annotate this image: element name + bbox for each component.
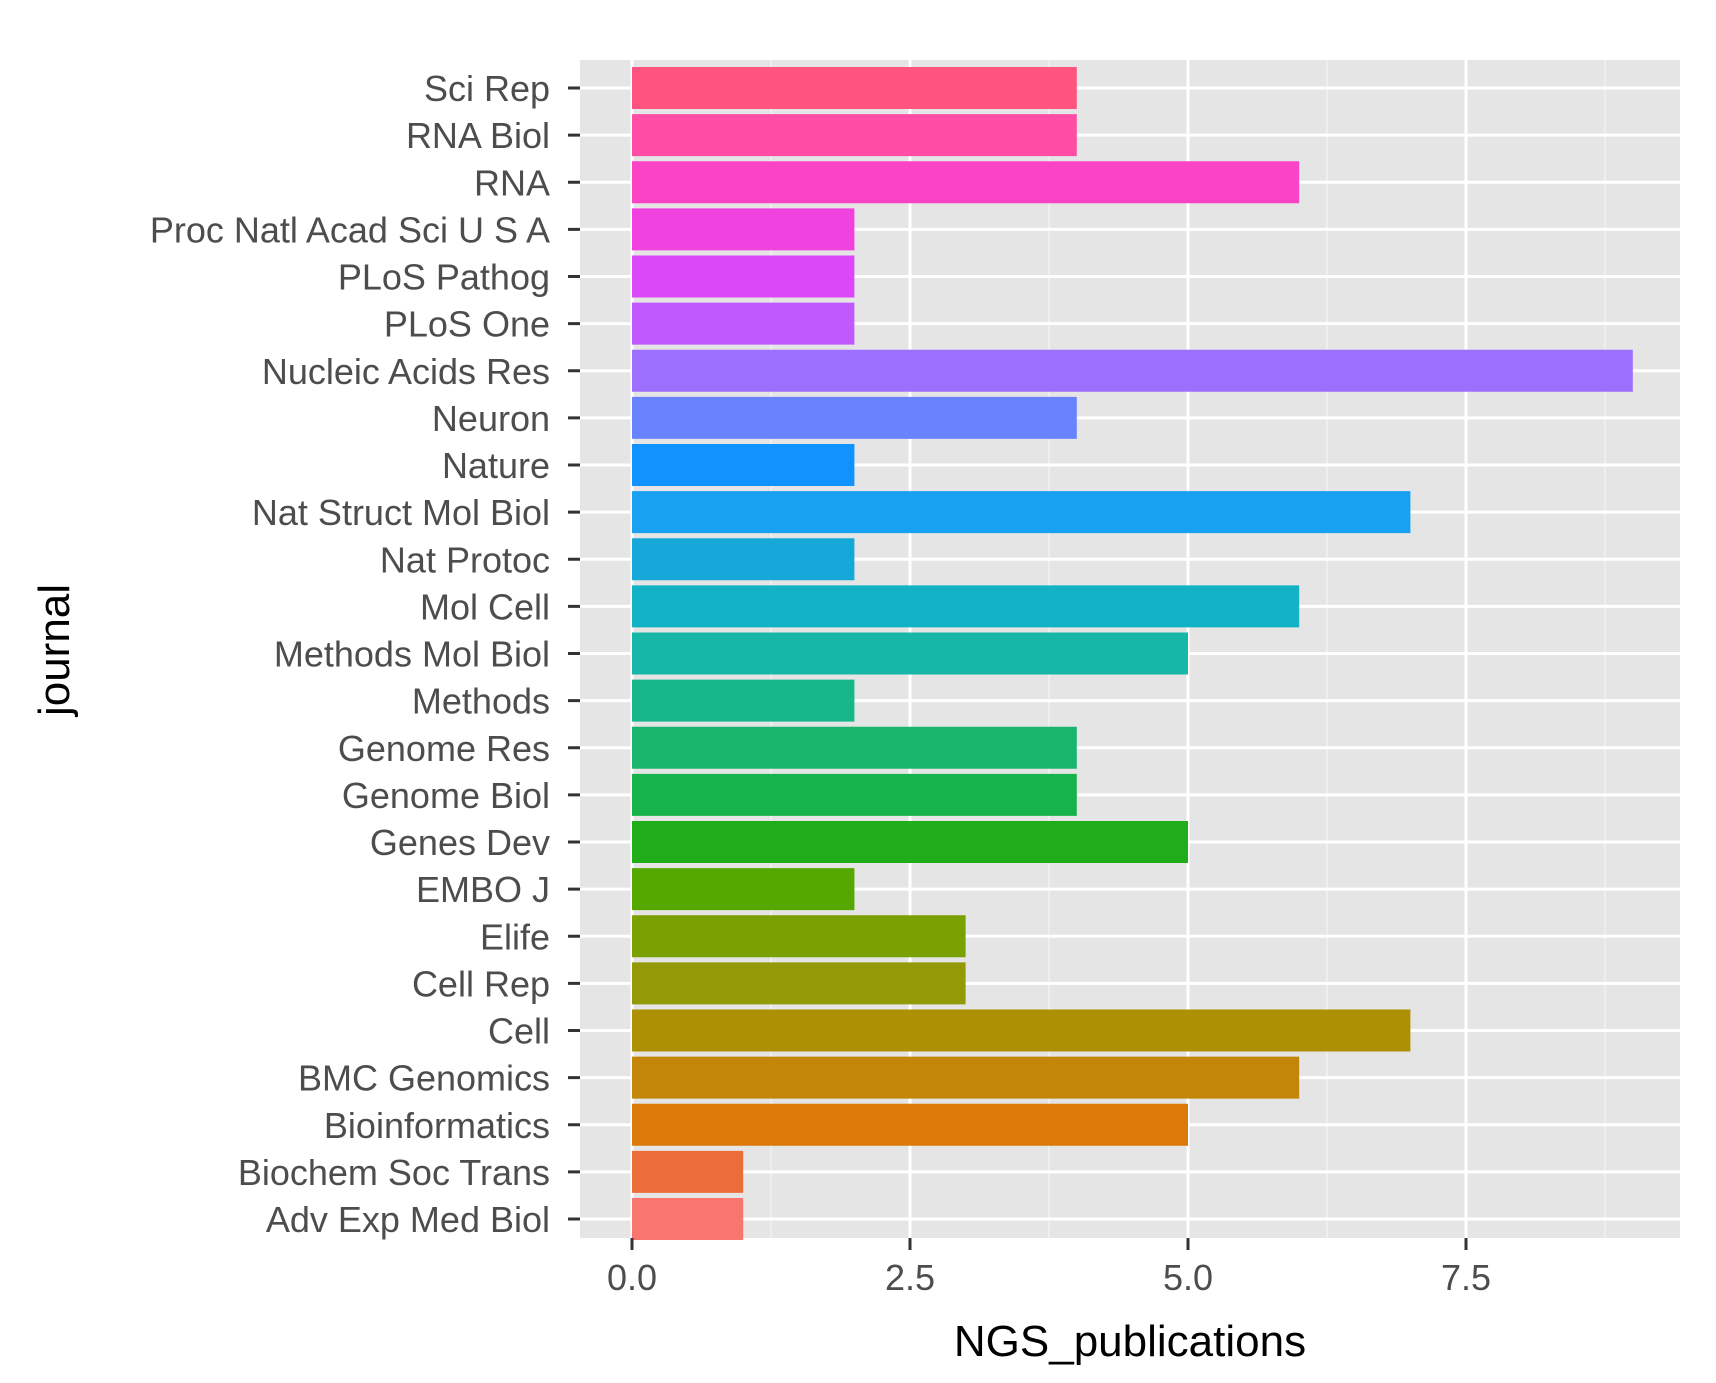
bar-genome-res (632, 726, 1077, 769)
y-tick-label: Cell (488, 1011, 550, 1052)
bar-biochem-soc-trans (632, 1150, 744, 1193)
bar-embo-j (632, 868, 855, 911)
y-tick-label: Nat Protoc (380, 539, 550, 580)
x-tick-label: 0.0 (607, 1257, 657, 1298)
y-tick-label: EMBO J (416, 869, 550, 910)
y-tick-label: Mol Cell (420, 586, 550, 627)
bar-rna (632, 161, 1300, 204)
y-tick-label: Methods Mol Biol (274, 634, 550, 675)
y-tick-label: Nat Struct Mol Biol (252, 492, 550, 533)
y-tick-label: Biochem Soc Trans (238, 1152, 550, 1193)
bar-elife (632, 915, 966, 958)
bar-adv-exp-med-biol (632, 1198, 744, 1240)
bar-nat-protoc (632, 538, 855, 581)
y-tick-label: Sci Rep (424, 68, 550, 109)
y-tick-label: Bioinformatics (324, 1105, 550, 1146)
bar-plos-pathog (632, 255, 855, 298)
bar-mol-cell (632, 585, 1300, 628)
y-tick-label: Genome Res (338, 728, 550, 769)
bar-cell (632, 1009, 1411, 1052)
x-axis: 0.0 2.5 5.0 7.5 (607, 1238, 1491, 1298)
y-tick-label: Genome Biol (342, 775, 550, 816)
y-tick-label: Genes Dev (370, 822, 550, 863)
bar-nat-struct-mol-biol (632, 491, 1411, 534)
y-axis: Adv Exp Med Biol Biochem Soc Trans Bioinfo… (150, 68, 580, 1240)
y-tick-label: RNA Biol (406, 115, 550, 156)
y-tick-label: Cell Rep (412, 963, 550, 1004)
y-tick-label: RNA (474, 162, 550, 203)
bar-neuron (632, 396, 1077, 439)
y-tick-label: PLoS Pathog (338, 257, 550, 298)
y-tick-label: PLoS One (384, 304, 550, 345)
y-tick-label: Neuron (432, 398, 550, 439)
y-axis-title: journal (30, 584, 79, 718)
x-tick-label: 7.5 (1441, 1257, 1491, 1298)
y-tick-label: Adv Exp Med Biol (266, 1199, 550, 1240)
bars (632, 67, 1633, 1240)
bar-bmc-genomics (632, 1056, 1300, 1099)
bar-bioinformatics (632, 1103, 1188, 1146)
bar-sci-rep (632, 67, 1077, 109)
bar-nucleic-acids-res (632, 349, 1633, 392)
bar-methods (632, 679, 855, 722)
x-tick-label: 2.5 (885, 1257, 935, 1298)
bar-rna-biol (632, 114, 1077, 157)
bar-nature (632, 444, 855, 486)
y-tick-label: Nature (442, 445, 550, 486)
bar-proc-natl-acad-sci-u-s-a (632, 208, 855, 251)
y-tick-label: Elife (480, 916, 550, 957)
bar-genes-dev (632, 821, 1188, 863)
x-tick-label: 5.0 (1163, 1257, 1213, 1298)
bar-plos-one (632, 302, 855, 345)
bar-methods-mol-biol (632, 632, 1188, 675)
y-tick-label: BMC Genomics (298, 1058, 550, 1099)
y-tick-label: Proc Natl Acad Sci U S A (150, 209, 550, 250)
y-tick-label: Nucleic Acids Res (262, 351, 550, 392)
bar-genome-biol (632, 773, 1077, 816)
y-tick-label: Methods (412, 681, 550, 722)
bar-cell-rep (632, 962, 966, 1005)
x-axis-title: NGS_publications (954, 1317, 1306, 1366)
